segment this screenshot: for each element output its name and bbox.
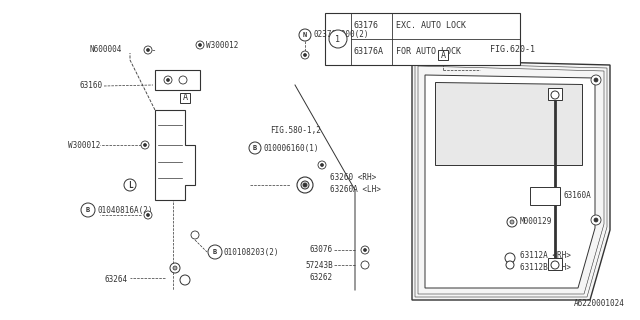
Circle shape — [594, 78, 598, 82]
Circle shape — [170, 263, 180, 273]
Circle shape — [551, 261, 559, 269]
Circle shape — [591, 75, 601, 85]
Circle shape — [147, 213, 150, 217]
Text: A: A — [440, 51, 445, 60]
Text: A6220001024: A6220001024 — [574, 299, 625, 308]
Text: A: A — [182, 93, 188, 102]
Circle shape — [321, 164, 323, 166]
Polygon shape — [425, 75, 595, 288]
Circle shape — [591, 215, 601, 225]
Text: 63112A <RH>: 63112A <RH> — [520, 251, 571, 260]
Circle shape — [507, 217, 517, 227]
Text: M000129: M000129 — [520, 218, 552, 227]
Text: 63260 <RH>: 63260 <RH> — [330, 173, 376, 182]
Circle shape — [141, 141, 149, 149]
Circle shape — [299, 29, 311, 41]
Text: B: B — [86, 207, 90, 213]
Circle shape — [510, 220, 514, 224]
Circle shape — [198, 44, 202, 46]
Text: 63264: 63264 — [105, 276, 128, 284]
Bar — [530, 187, 560, 205]
Text: B: B — [253, 145, 257, 151]
Circle shape — [297, 177, 313, 193]
Circle shape — [143, 143, 147, 147]
Bar — [548, 258, 562, 270]
Text: B: B — [213, 249, 217, 255]
Circle shape — [301, 51, 309, 59]
Text: 010006160(1): 010006160(1) — [263, 143, 319, 153]
Circle shape — [124, 179, 136, 191]
Text: 63262: 63262 — [310, 274, 333, 283]
Circle shape — [303, 183, 307, 187]
Text: N: N — [303, 32, 307, 38]
Text: 1: 1 — [335, 35, 340, 44]
Circle shape — [164, 76, 172, 84]
Text: 63112B <LH>: 63112B <LH> — [520, 262, 571, 271]
Text: 57243B: 57243B — [305, 260, 333, 269]
Circle shape — [506, 261, 514, 269]
Bar — [325, 13, 520, 65]
Circle shape — [551, 91, 559, 99]
Circle shape — [144, 46, 152, 54]
Text: 63176A: 63176A — [354, 47, 384, 57]
Text: FOR AUTO LOCK: FOR AUTO LOCK — [396, 47, 461, 57]
Text: 63160A: 63160A — [564, 191, 592, 201]
Circle shape — [180, 275, 190, 285]
Circle shape — [147, 49, 150, 52]
Circle shape — [361, 246, 369, 254]
Circle shape — [303, 53, 307, 57]
Text: L: L — [128, 180, 132, 189]
Circle shape — [179, 76, 187, 84]
Text: W300012: W300012 — [68, 140, 100, 149]
Circle shape — [329, 30, 347, 48]
Text: 63176: 63176 — [354, 21, 379, 30]
Circle shape — [505, 253, 515, 263]
Circle shape — [208, 245, 222, 259]
Polygon shape — [435, 82, 582, 165]
Circle shape — [364, 249, 367, 252]
Text: 63076: 63076 — [310, 245, 333, 254]
Circle shape — [301, 181, 309, 189]
Text: W300012: W300012 — [206, 41, 238, 50]
Text: 023705000(2): 023705000(2) — [313, 30, 369, 39]
Text: N600004: N600004 — [90, 45, 122, 54]
Circle shape — [249, 142, 261, 154]
Polygon shape — [412, 60, 610, 300]
Circle shape — [361, 261, 369, 269]
Bar — [155, 70, 200, 90]
Circle shape — [191, 231, 199, 239]
Bar — [438, 50, 448, 60]
Circle shape — [173, 266, 177, 270]
Text: 63160: 63160 — [80, 82, 103, 91]
Polygon shape — [155, 110, 195, 200]
Text: FIG.580-1,2: FIG.580-1,2 — [270, 125, 321, 134]
Bar — [180, 93, 190, 103]
Circle shape — [81, 203, 95, 217]
Text: 63260A <LH>: 63260A <LH> — [330, 186, 381, 195]
Circle shape — [594, 218, 598, 222]
Text: EXC. AUTO LOCK: EXC. AUTO LOCK — [396, 21, 466, 30]
Circle shape — [318, 161, 326, 169]
Text: FIG.620-1: FIG.620-1 — [490, 45, 535, 54]
Text: 010108203(2): 010108203(2) — [224, 247, 280, 257]
Text: 01040816A(2): 01040816A(2) — [97, 205, 152, 214]
Bar — [548, 88, 562, 100]
Circle shape — [166, 78, 170, 82]
Circle shape — [144, 211, 152, 219]
Circle shape — [196, 41, 204, 49]
